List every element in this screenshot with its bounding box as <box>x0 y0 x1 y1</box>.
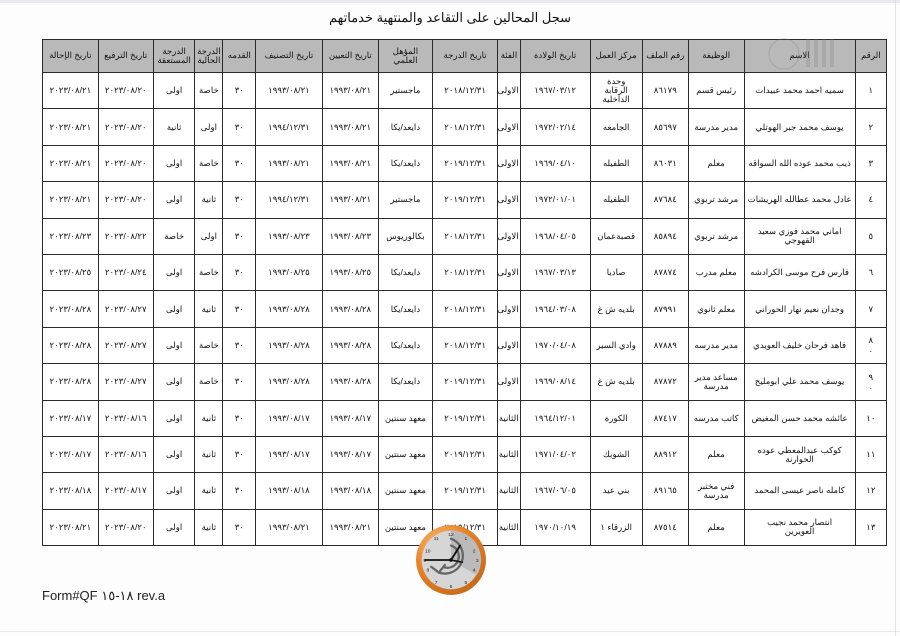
svg-text:8: 8 <box>426 567 429 573</box>
svg-text:9: 9 <box>423 558 426 564</box>
svg-text:2: 2 <box>473 548 476 554</box>
svg-text:4: 4 <box>473 567 476 573</box>
svg-text:7: 7 <box>435 580 438 586</box>
svg-text:11: 11 <box>434 536 439 542</box>
svg-text:5: 5 <box>464 580 467 586</box>
svg-text:12: 12 <box>448 532 454 538</box>
svg-text:6: 6 <box>450 584 453 590</box>
svg-text:1: 1 <box>464 536 467 542</box>
svg-text:3: 3 <box>476 558 479 564</box>
svg-text:10: 10 <box>425 548 431 554</box>
